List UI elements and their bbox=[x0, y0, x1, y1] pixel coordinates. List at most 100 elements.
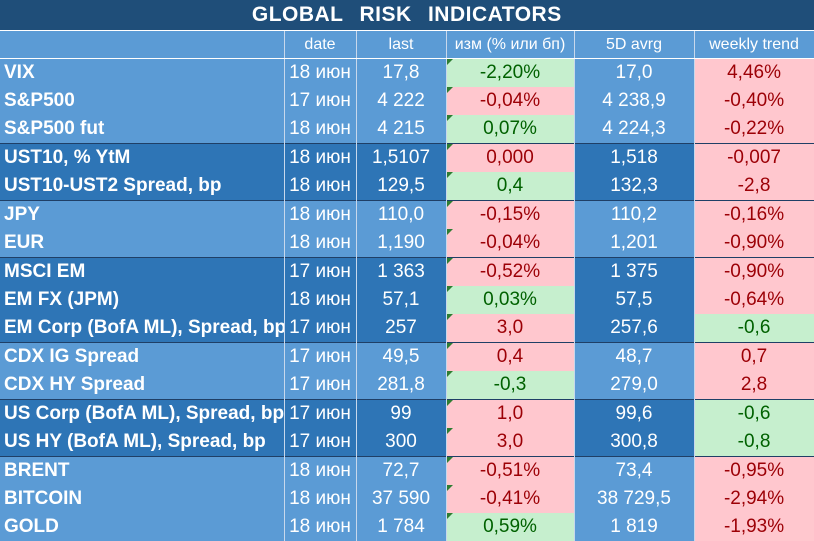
cell-change[interactable]: -0,15% bbox=[446, 199, 575, 229]
cell-last[interactable]: 37 590 bbox=[356, 484, 447, 513]
cell-last[interactable]: 17,8 bbox=[356, 57, 447, 87]
header-last[interactable]: last bbox=[356, 30, 447, 59]
cell-weekly[interactable]: -0,16% bbox=[694, 199, 814, 229]
cell-weekly[interactable]: -0,95% bbox=[694, 455, 814, 485]
cell-avg5d[interactable]: 4 224,3 bbox=[574, 114, 695, 143]
cell-avg5d[interactable]: 1 375 bbox=[574, 256, 695, 286]
cell-avg5d[interactable]: 300,8 bbox=[574, 427, 695, 456]
cell-avg5d[interactable]: 1 819 bbox=[574, 512, 695, 541]
cell-last[interactable]: 49,5 bbox=[356, 341, 447, 371]
cell-weekly[interactable]: -2,94% bbox=[694, 484, 814, 513]
cell-date[interactable]: 17 июн bbox=[284, 86, 357, 115]
cell-change[interactable]: 0,03% bbox=[446, 285, 575, 314]
cell-change[interactable]: -0,04% bbox=[446, 228, 575, 257]
cell-name[interactable]: BRENT bbox=[0, 455, 285, 485]
header-date[interactable]: date bbox=[284, 30, 357, 59]
cell-date[interactable]: 17 июн bbox=[284, 398, 357, 428]
cell-avg5d[interactable]: 279,0 bbox=[574, 370, 695, 399]
cell-avg5d[interactable]: 73,4 bbox=[574, 455, 695, 485]
cell-name[interactable]: EUR bbox=[0, 228, 285, 257]
cell-change[interactable]: -0,52% bbox=[446, 256, 575, 286]
cell-date[interactable]: 18 июн bbox=[284, 228, 357, 257]
cell-name[interactable]: EM FX (JPM) bbox=[0, 285, 285, 314]
cell-avg5d[interactable]: 17,0 bbox=[574, 57, 695, 87]
cell-last[interactable]: 281,8 bbox=[356, 370, 447, 399]
cell-name[interactable]: GOLD bbox=[0, 512, 285, 541]
cell-weekly[interactable]: 0,7 bbox=[694, 341, 814, 371]
cell-change[interactable]: -0,04% bbox=[446, 86, 575, 115]
cell-last[interactable]: 72,7 bbox=[356, 455, 447, 485]
cell-last[interactable]: 1,5107 bbox=[356, 142, 447, 172]
cell-weekly[interactable]: -0,007 bbox=[694, 142, 814, 172]
cell-weekly[interactable]: -1,93% bbox=[694, 512, 814, 541]
cell-last[interactable]: 1 363 bbox=[356, 256, 447, 286]
cell-change[interactable]: 3,0 bbox=[446, 427, 575, 456]
cell-name[interactable]: CDX IG Spread bbox=[0, 341, 285, 371]
cell-last[interactable]: 1 784 bbox=[356, 512, 447, 541]
cell-last[interactable]: 257 bbox=[356, 313, 447, 342]
cell-date[interactable]: 17 июн bbox=[284, 341, 357, 371]
header-avg5d[interactable]: 5D avrg bbox=[574, 30, 695, 59]
cell-change[interactable]: -0,3 bbox=[446, 370, 575, 399]
cell-date[interactable]: 18 июн bbox=[284, 512, 357, 541]
cell-date[interactable]: 18 июн bbox=[284, 114, 357, 143]
cell-last[interactable]: 300 bbox=[356, 427, 447, 456]
cell-weekly[interactable]: -0,90% bbox=[694, 256, 814, 286]
cell-name[interactable]: BITCOIN bbox=[0, 484, 285, 513]
cell-change[interactable]: 0,000 bbox=[446, 142, 575, 172]
cell-change[interactable]: -0,51% bbox=[446, 455, 575, 485]
cell-change[interactable]: 0,4 bbox=[446, 341, 575, 371]
cell-weekly[interactable]: -0,90% bbox=[694, 228, 814, 257]
cell-avg5d[interactable]: 257,6 bbox=[574, 313, 695, 342]
cell-name[interactable]: VIX bbox=[0, 57, 285, 87]
cell-avg5d[interactable]: 48,7 bbox=[574, 341, 695, 371]
cell-date[interactable]: 17 июн bbox=[284, 256, 357, 286]
header-weekly[interactable]: weekly trend bbox=[694, 30, 814, 59]
cell-avg5d[interactable]: 1,518 bbox=[574, 142, 695, 172]
cell-change[interactable]: -0,41% bbox=[446, 484, 575, 513]
cell-date[interactable]: 17 июн bbox=[284, 427, 357, 456]
cell-name[interactable]: S&P500 bbox=[0, 86, 285, 115]
cell-weekly[interactable]: 2,8 bbox=[694, 370, 814, 399]
cell-name[interactable]: UST10, % YtM bbox=[0, 142, 285, 172]
cell-last[interactable]: 129,5 bbox=[356, 171, 447, 200]
cell-weekly[interactable]: 4,46% bbox=[694, 57, 814, 87]
cell-last[interactable]: 99 bbox=[356, 398, 447, 428]
cell-date[interactable]: 18 июн bbox=[284, 57, 357, 87]
cell-change[interactable]: -2,20% bbox=[446, 57, 575, 87]
cell-date[interactable]: 18 июн bbox=[284, 171, 357, 200]
cell-last[interactable]: 57,1 bbox=[356, 285, 447, 314]
cell-name[interactable]: US HY (BofA ML), Spread, bp bbox=[0, 427, 285, 456]
cell-date[interactable]: 18 июн bbox=[284, 285, 357, 314]
cell-last[interactable]: 4 215 bbox=[356, 114, 447, 143]
cell-weekly[interactable]: -0,8 bbox=[694, 427, 814, 456]
cell-last[interactable]: 4 222 bbox=[356, 86, 447, 115]
cell-name[interactable]: US Corp (BofA ML), Spread, bp bbox=[0, 398, 285, 428]
cell-change[interactable]: 0,4 bbox=[446, 171, 575, 200]
cell-date[interactable]: 18 июн bbox=[284, 484, 357, 513]
cell-avg5d[interactable]: 110,2 bbox=[574, 199, 695, 229]
header-change[interactable]: изм (% или бп) bbox=[446, 30, 575, 59]
cell-weekly[interactable]: -0,64% bbox=[694, 285, 814, 314]
cell-name[interactable]: UST10-UST2 Spread, bp bbox=[0, 171, 285, 200]
cell-weekly[interactable]: -2,8 bbox=[694, 171, 814, 200]
cell-avg5d[interactable]: 38 729,5 bbox=[574, 484, 695, 513]
cell-change[interactable]: 0,07% bbox=[446, 114, 575, 143]
cell-weekly[interactable]: -0,22% bbox=[694, 114, 814, 143]
cell-change[interactable]: 1,0 bbox=[446, 398, 575, 428]
cell-name[interactable]: JPY bbox=[0, 199, 285, 229]
cell-avg5d[interactable]: 132,3 bbox=[574, 171, 695, 200]
cell-date[interactable]: 18 июн bbox=[284, 455, 357, 485]
cell-avg5d[interactable]: 57,5 bbox=[574, 285, 695, 314]
cell-date[interactable]: 18 июн bbox=[284, 199, 357, 229]
cell-name[interactable]: S&P500 fut bbox=[0, 114, 285, 143]
cell-last[interactable]: 110,0 bbox=[356, 199, 447, 229]
cell-name[interactable]: MSCI EM bbox=[0, 256, 285, 286]
cell-avg5d[interactable]: 4 238,9 bbox=[574, 86, 695, 115]
cell-avg5d[interactable]: 99,6 bbox=[574, 398, 695, 428]
header-name[interactable] bbox=[0, 30, 285, 59]
cell-change[interactable]: 3,0 bbox=[446, 313, 575, 342]
cell-last[interactable]: 1,190 bbox=[356, 228, 447, 257]
cell-change[interactable]: 0,59% bbox=[446, 512, 575, 541]
cell-weekly[interactable]: -0,40% bbox=[694, 86, 814, 115]
